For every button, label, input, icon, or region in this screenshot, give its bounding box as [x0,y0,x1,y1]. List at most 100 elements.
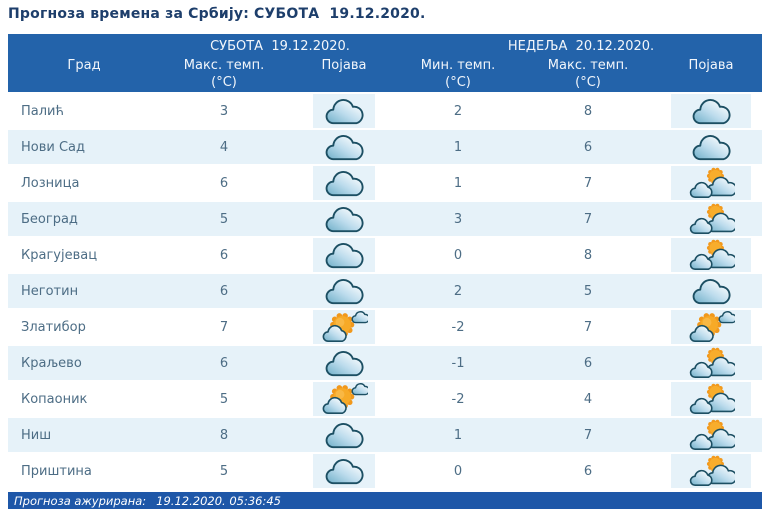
phenomenon-band [671,166,752,200]
phenomenon-band [671,310,752,344]
sun-max-temp-cell: 6 [516,129,661,166]
sat-max-temp-cell: 5 [160,201,288,238]
cloud-icon [323,96,366,126]
city-cell: Приштина [8,453,160,490]
sun-max-temp-cell: 6 [516,453,661,490]
sat-phenomenon-cell [288,345,401,382]
sat-max-temp-cell: 8 [160,417,288,454]
table-row: Лозница 6 1 7 [8,165,763,202]
sun-phenomenon-cell [660,129,763,166]
sun-max-temp-cell: 7 [516,309,661,346]
sun-phenomenon-cell [660,237,763,274]
sun-behind-clouds-icon [687,346,735,380]
phenomenon-band [313,202,375,236]
sun-behind-clouds-icon [687,166,735,200]
sat-max-temp-cell: 6 [160,237,288,274]
header-unit-spacer [288,74,401,94]
sun-min-temp-cell: 2 [400,273,517,310]
column-header-sun-phenomenon: Појава [660,56,763,74]
sun-max-temp-cell: 8 [516,93,661,130]
city-cell: Краљево [8,345,160,382]
table-row: Краљево 6 -1 6 [8,345,763,382]
phenomenon-band [671,94,752,128]
sat-max-temp-cell: 5 [160,381,288,418]
sun-phenomenon-cell [660,381,763,418]
sun-max-temp-cell: 7 [516,165,661,202]
column-header-sun-max: Макс. темп. [516,56,661,74]
city-cell: Копаоник [8,381,160,418]
cloud-icon [690,96,733,126]
header-unit-spacer [8,74,160,94]
cloud-icon [323,420,366,450]
footer-update-bar: Прогноза ажурирана: 19.12.2020. 05:36:45 [8,492,762,509]
weather-forecast-page: Прогноза времена за Србију: СУБОТА 19.12… [0,6,770,511]
sun-min-temp-cell: 1 [400,165,517,202]
phenomenon-band [313,94,375,128]
cloud-icon [323,240,366,270]
sat-max-temp-cell: 4 [160,129,288,166]
table-row: Београд 5 3 7 [8,201,763,238]
cloud-icon [323,348,366,378]
phenomenon-band [671,382,752,416]
phenomenon-band [313,130,375,164]
city-cell: Ниш [8,417,160,454]
forecast-table: СУБОТА 19.12.2020. НЕДЕЉА 20.12.2020. Гр… [8,34,763,490]
group-header-saturday: СУБОТА 19.12.2020. [160,34,401,56]
phenomenon-band [313,274,375,308]
cloud-icon [323,456,366,486]
sat-phenomenon-cell [288,165,401,202]
sun-max-temp-cell: 8 [516,237,661,274]
sun-with-small-clouds-icon [320,310,368,344]
sun-behind-clouds-icon [687,202,735,236]
update-timestamp: 19.12.2020. 05:36:45 [156,494,281,508]
sat-max-temp-cell: 6 [160,345,288,382]
phenomenon-band [313,418,375,452]
table-row: Ниш 8 1 7 [8,417,763,454]
sun-phenomenon-cell [660,417,763,454]
phenomenon-band [671,202,752,236]
sat-phenomenon-cell [288,309,401,346]
sat-phenomenon-cell [288,417,401,454]
cloud-icon [690,276,733,306]
phenomenon-band [671,346,752,380]
sun-max-temp-cell: 7 [516,417,661,454]
sat-phenomenon-cell [288,93,401,130]
header-spacer [8,34,160,56]
sun-min-temp-cell: -1 [400,345,517,382]
sun-phenomenon-cell [660,93,763,130]
page-title: Прогноза времена за Србију: СУБОТА 19.12… [8,6,426,22]
unit-sun-min: (°C) [400,74,517,94]
sun-min-temp-cell: 2 [400,93,517,130]
table-row: Копаоник 5 -2 4 [8,381,763,418]
group-header-sunday: НЕДЕЉА 20.12.2020. [400,34,763,56]
sat-max-temp-cell: 5 [160,453,288,490]
sun-phenomenon-cell [660,165,763,202]
sun-with-small-clouds-icon [687,310,735,344]
sun-behind-clouds-icon [687,454,735,488]
city-cell: Неготин [8,273,160,310]
sun-min-temp-cell: 0 [400,237,517,274]
phenomenon-band [313,382,375,416]
table-header: СУБОТА 19.12.2020. НЕДЕЉА 20.12.2020. Гр… [8,34,763,94]
city-cell: Нови Сад [8,129,160,166]
phenomenon-band [313,454,375,488]
update-label: Прогноза ажурирана: [14,494,147,508]
unit-sun-max: (°C) [516,74,661,94]
sun-min-temp-cell: 1 [400,417,517,454]
column-header-sat-max: Макс. темп. [160,56,288,74]
header-unit-spacer [660,74,763,94]
sat-max-temp-cell: 6 [160,273,288,310]
sun-behind-clouds-icon [687,382,735,416]
sat-phenomenon-cell [288,237,401,274]
sun-phenomenon-cell [660,201,763,238]
sun-behind-clouds-icon [687,418,735,452]
city-cell: Београд [8,201,160,238]
column-header-city: Град [8,56,160,74]
sun-min-temp-cell: 3 [400,201,517,238]
sat-phenomenon-cell [288,381,401,418]
phenomenon-band [671,238,752,272]
sat-phenomenon-cell [288,453,401,490]
cloud-icon [323,276,366,306]
sun-max-temp-cell: 5 [516,273,661,310]
sun-phenomenon-cell [660,309,763,346]
